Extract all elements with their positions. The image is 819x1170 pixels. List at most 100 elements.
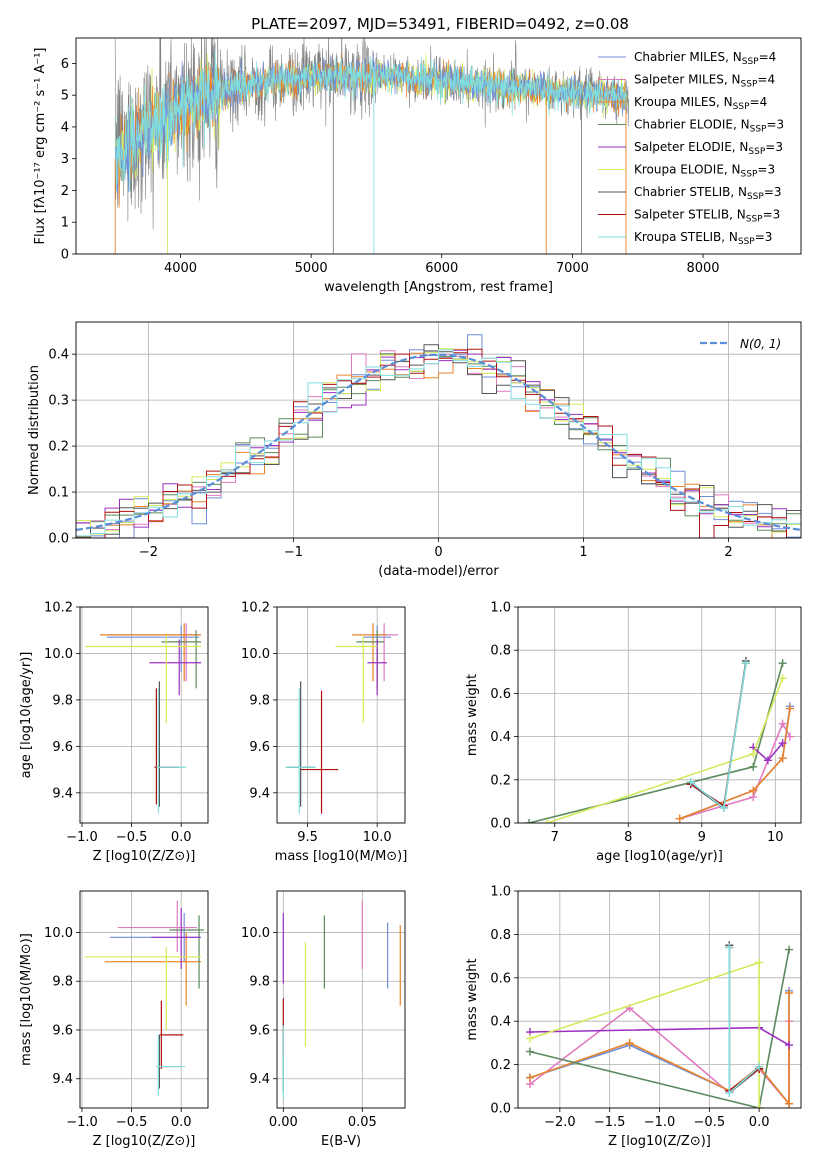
- y-tick-label: 6: [61, 57, 69, 72]
- x-tick-label: −0.5: [694, 1115, 726, 1130]
- weight-marker: [749, 762, 758, 771]
- legend-sub: SSP: [746, 215, 763, 225]
- legend-label: Salpeter MILES, NSSP=4: [634, 73, 775, 90]
- weight-series-kroupa_stelib: [690, 663, 747, 810]
- x-tick-label: 0.00: [269, 1115, 298, 1130]
- x-tick-label: 9: [698, 830, 706, 845]
- weight-marker: [725, 943, 734, 952]
- weight-marker: [749, 749, 758, 758]
- y-tick-label: 0.6: [490, 687, 511, 702]
- errorbar-salpeter_miles: [117, 900, 198, 952]
- weight-marker: [525, 1073, 534, 1082]
- errorbar-kroupa_stelib: [156, 688, 187, 814]
- x-tick-label: 9.5: [297, 830, 318, 845]
- weight-series-kroupa_elodie: [547, 678, 784, 823]
- x-tick-label: 8: [624, 830, 632, 845]
- y-tick-label: 1.0: [490, 885, 511, 900]
- legend-suffix: =4: [757, 73, 775, 87]
- errorbar-salpeter_elodie: [151, 908, 202, 970]
- legend-sub: SSP: [741, 170, 758, 180]
- y-tick-label: 4: [61, 120, 69, 135]
- weight-marker: [741, 659, 750, 668]
- legend-sub: SSP: [741, 80, 758, 90]
- x-tick-label: 2: [724, 545, 732, 560]
- legend-label: N(0, 1): [740, 337, 781, 351]
- x-tick-label: 0.05: [348, 1115, 377, 1130]
- weight-marker: [755, 1104, 764, 1108]
- legend-label: Chabrier STELIB, NSSP=3: [634, 185, 782, 202]
- weight-marker: [725, 1088, 734, 1097]
- y-tick-label: 5: [61, 89, 69, 104]
- weight-marker: [543, 819, 552, 823]
- y-tick-label: 9.4: [249, 1072, 270, 1087]
- legend-name: Kroupa STELIB, N: [634, 230, 738, 244]
- y-tick-label: 0.4: [48, 348, 69, 363]
- y-tick-label: 0.0: [490, 1102, 511, 1117]
- axes-frame-mass_vs_Z: [79, 890, 209, 1109]
- legend-name: Kroupa MILES, N: [634, 95, 733, 109]
- x-tick-label: −2.0: [544, 1115, 576, 1130]
- errorbar-kroupa_miles: [104, 932, 202, 1006]
- weight-marker: [719, 803, 728, 812]
- legend-label: Kroupa MILES, NSSP=4: [634, 95, 767, 112]
- legend-sub: SSP: [738, 237, 755, 247]
- weight-marker: [785, 704, 794, 713]
- weight-series-salpeter_stelib: [690, 663, 747, 808]
- legend-suffix: =3: [763, 208, 781, 222]
- y-axis-label: Normed distribution: [27, 365, 42, 495]
- x-axis-label: Z [log10(Z/Z⊙)]: [93, 849, 196, 864]
- y-tick-label: 2: [61, 184, 69, 199]
- x-tick-label: 0.0: [171, 1115, 192, 1130]
- x-axis-label: E(B-V): [321, 1134, 361, 1149]
- x-tick-label: −1.0: [66, 1115, 98, 1130]
- data-spectrum: [114, 38, 629, 230]
- y-tick-label: 10.2: [241, 601, 270, 616]
- errorbar-salpeter_miles: [370, 623, 399, 682]
- model-spectrum-chabrier_miles: [114, 52, 628, 195]
- y-tick-label: 0.4: [490, 730, 511, 745]
- x-axis-label: mass [log10(M/M⊙)]: [275, 849, 408, 864]
- errorbar-chabrier_miles: [106, 625, 200, 673]
- errorbar-kroupa_miles: [352, 623, 387, 682]
- y-tick-label: 0.6: [490, 971, 511, 986]
- legend-sub: SSP: [748, 147, 765, 157]
- y-tick-label: 1.0: [490, 601, 511, 616]
- y-axis-label: mass weight: [465, 674, 480, 756]
- x-tick-label: 4000: [164, 261, 197, 276]
- y-tick-label: 0: [61, 248, 69, 263]
- errorbar-chabrier_elodie: [356, 630, 385, 689]
- y-tick-label: 0.8: [490, 928, 511, 943]
- x-tick-label: 7: [551, 830, 559, 845]
- weight-marker: [785, 1041, 794, 1050]
- errorbar-chabrier_elodie: [161, 630, 202, 689]
- errorbar-kroupa_elodie: [335, 634, 378, 724]
- axes-frame-age_vs_Z: [79, 606, 209, 824]
- axes-frame-mass_vs_ebv: [276, 890, 406, 1109]
- figure-title: PLATE=2097, MJD=53491, FIBERID=0492, z=0…: [251, 15, 629, 33]
- x-tick-label: −1.5: [594, 1115, 626, 1130]
- x-axis-label: Z [log10(Z/Z⊙)]: [608, 1134, 711, 1149]
- y-tick-label: 0.0: [48, 532, 69, 547]
- axes-frame-age_vs_mass: [276, 606, 406, 824]
- weight-series-salpeter_stelib: [728, 947, 760, 1093]
- y-tick-label: 0.8: [490, 644, 511, 659]
- legend-name: Chabrier MILES, N: [634, 50, 742, 64]
- weight-marker: [785, 988, 794, 997]
- y-tick-label: 9.4: [52, 786, 73, 801]
- y-axis-label: mass [log10(M/M⊙)]: [19, 933, 34, 1066]
- y-tick-label: 9.6: [52, 740, 73, 755]
- x-tick-label: 7000: [556, 261, 589, 276]
- weight-marker: [778, 674, 787, 683]
- weight-lines-weight_vs_Z: [525, 941, 794, 1108]
- weight-marker: [785, 732, 794, 741]
- x-tick-label: 10.0: [363, 830, 392, 845]
- legend-sub: SSP: [742, 57, 759, 67]
- legend-suffix: =3: [755, 230, 773, 244]
- legend-name: Kroupa ELODIE, N: [634, 163, 741, 177]
- x-tick-label: −1.0: [644, 1115, 676, 1130]
- x-axis-label: age [log10(age/yr)]: [596, 849, 723, 864]
- legend-label: Salpeter ELODIE, NSSP=3: [634, 140, 783, 157]
- y-axis-label: Flux [fλ10⁻¹⁷ erg cm⁻² s⁻¹ A⁻¹]: [33, 48, 48, 245]
